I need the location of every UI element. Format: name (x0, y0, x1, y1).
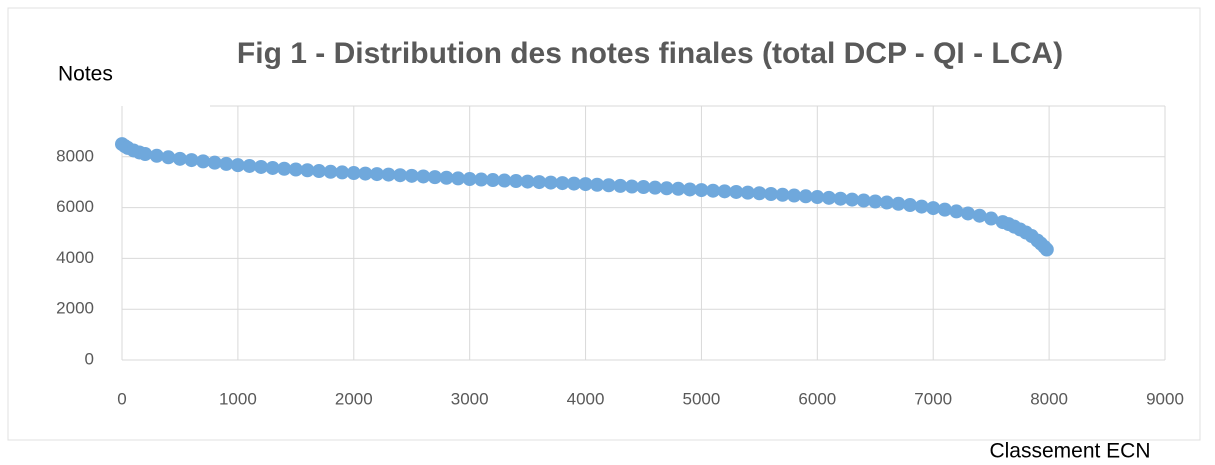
point (891, 196, 906, 211)
point (671, 181, 686, 196)
point (740, 185, 755, 200)
point (717, 184, 732, 199)
point (381, 167, 396, 182)
point (172, 151, 187, 166)
point (509, 174, 524, 189)
point (1039, 242, 1054, 257)
y-axis-label: Notes (58, 63, 113, 86)
point (636, 180, 651, 195)
point (613, 178, 628, 193)
x-tick-label: 1000 (219, 389, 257, 408)
chart-frame (7, 7, 1201, 441)
point (706, 183, 721, 198)
point (184, 153, 199, 168)
y-tick-label: 0 (85, 349, 94, 368)
point (230, 158, 245, 173)
frame-gap (0, 441, 950, 465)
point (219, 156, 234, 171)
x-tick-label: 0 (117, 389, 126, 408)
point (555, 176, 570, 191)
point (752, 186, 767, 201)
y-tick-label: 4000 (56, 248, 94, 267)
chart-title: Fig 1 - Distribution des notes finales (… (237, 37, 1063, 70)
point (312, 164, 327, 179)
point (682, 182, 697, 197)
point (926, 201, 941, 216)
point (590, 177, 605, 192)
point (138, 147, 153, 162)
point (427, 170, 442, 185)
x-tick-label: 8000 (1030, 389, 1068, 408)
point (346, 166, 361, 181)
point (845, 192, 860, 207)
point (659, 181, 674, 196)
x-axis-label: Classement ECN (989, 440, 1150, 463)
point (949, 204, 964, 219)
point (543, 175, 558, 190)
point (474, 172, 489, 187)
point (648, 180, 663, 195)
point (393, 168, 408, 183)
point (833, 191, 848, 206)
point (787, 188, 802, 203)
point (265, 160, 280, 175)
point (149, 148, 164, 163)
point (798, 189, 813, 204)
point (404, 168, 419, 183)
point (277, 161, 292, 176)
y-tick-label: 8000 (56, 146, 94, 165)
point (960, 206, 975, 221)
point (984, 211, 999, 226)
point (520, 174, 535, 189)
point (335, 165, 350, 180)
point (856, 193, 871, 208)
y-tick-label: 2000 (56, 299, 94, 318)
point (462, 172, 477, 187)
point (914, 199, 929, 214)
point (485, 173, 500, 188)
point (972, 208, 987, 223)
point (323, 164, 338, 179)
point (300, 163, 315, 178)
point (729, 184, 744, 199)
point (879, 195, 894, 210)
point (868, 194, 883, 209)
point (497, 173, 512, 188)
x-tick-label: 9000 (1146, 389, 1184, 408)
point (207, 155, 222, 170)
point (694, 183, 709, 198)
point (358, 166, 373, 181)
point (624, 179, 639, 194)
point (288, 162, 303, 177)
point (369, 167, 384, 182)
x-tick-label: 3000 (451, 389, 489, 408)
point (763, 187, 778, 202)
point (196, 154, 211, 169)
point (937, 202, 952, 217)
point (532, 175, 547, 190)
point (242, 158, 257, 173)
point (810, 190, 825, 205)
y-tick-label: 6000 (56, 197, 94, 216)
point (821, 190, 836, 205)
x-tick-label: 4000 (567, 389, 605, 408)
point (601, 178, 616, 193)
point (416, 169, 431, 184)
point (451, 171, 466, 186)
point (439, 170, 454, 185)
x-tick-label: 2000 (335, 389, 373, 408)
x-tick-label: 6000 (798, 389, 836, 408)
point (903, 198, 918, 213)
point (254, 159, 269, 174)
point (578, 177, 593, 192)
x-tick-label: 7000 (914, 389, 952, 408)
point (566, 176, 581, 191)
x-tick-label: 5000 (683, 389, 721, 408)
point (161, 150, 176, 165)
point (775, 187, 790, 202)
